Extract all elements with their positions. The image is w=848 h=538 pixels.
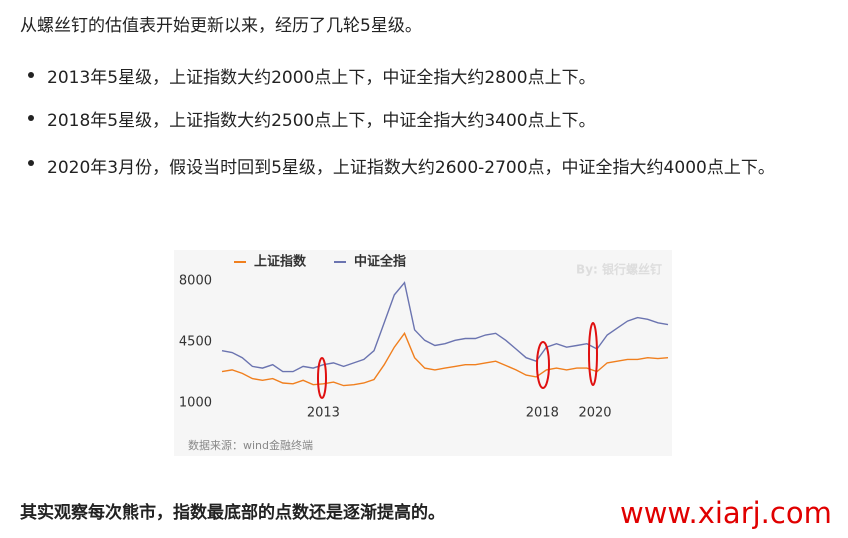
bullet: 2013年5星级，上证指数大约2000点上下，中证全指大约2800点上下。: [47, 68, 596, 88]
chart-source: 数据来源：wind金融终端: [188, 438, 313, 452]
intro: 从螺丝钉的估值表开始更新以来，经历了几轮5星级。: [20, 16, 422, 36]
bullet-dot: [28, 115, 34, 121]
chart: By: 银行螺丝钉 数据来源：wind金融终端 1000 4500 8000 2013…: [174, 250, 672, 456]
bullet-dot: [28, 160, 34, 166]
y-tick-label: 8000: [179, 274, 212, 289]
y-tick-label: 4500: [179, 335, 212, 350]
legend-label: 上证指数: [254, 254, 307, 270]
legend-label: 中证全指: [354, 254, 406, 270]
bullet-dot: [28, 72, 34, 78]
y-tick-label: 1000: [179, 396, 212, 411]
chart-background: [174, 250, 672, 456]
chart-watermark: By: 银行螺丝钉: [576, 262, 662, 277]
bullet: 2018年5星级，上证指数大约2500点上下，中证全指大约3400点上下。: [47, 111, 596, 131]
x-tick-label: 2020: [578, 406, 611, 421]
conclusion: 其实观察每次熊市，指数最底部的点数还是逐渐提高的。: [20, 503, 445, 523]
x-tick-label: 2018: [526, 406, 559, 421]
x-tick-label: 2013: [307, 406, 340, 421]
site-watermark: www.xiarj.com: [620, 496, 832, 530]
bullet: 2020年3月份，假设当时回到5星级，上证指数大约2600-2700点，中证全指…: [47, 158, 775, 178]
